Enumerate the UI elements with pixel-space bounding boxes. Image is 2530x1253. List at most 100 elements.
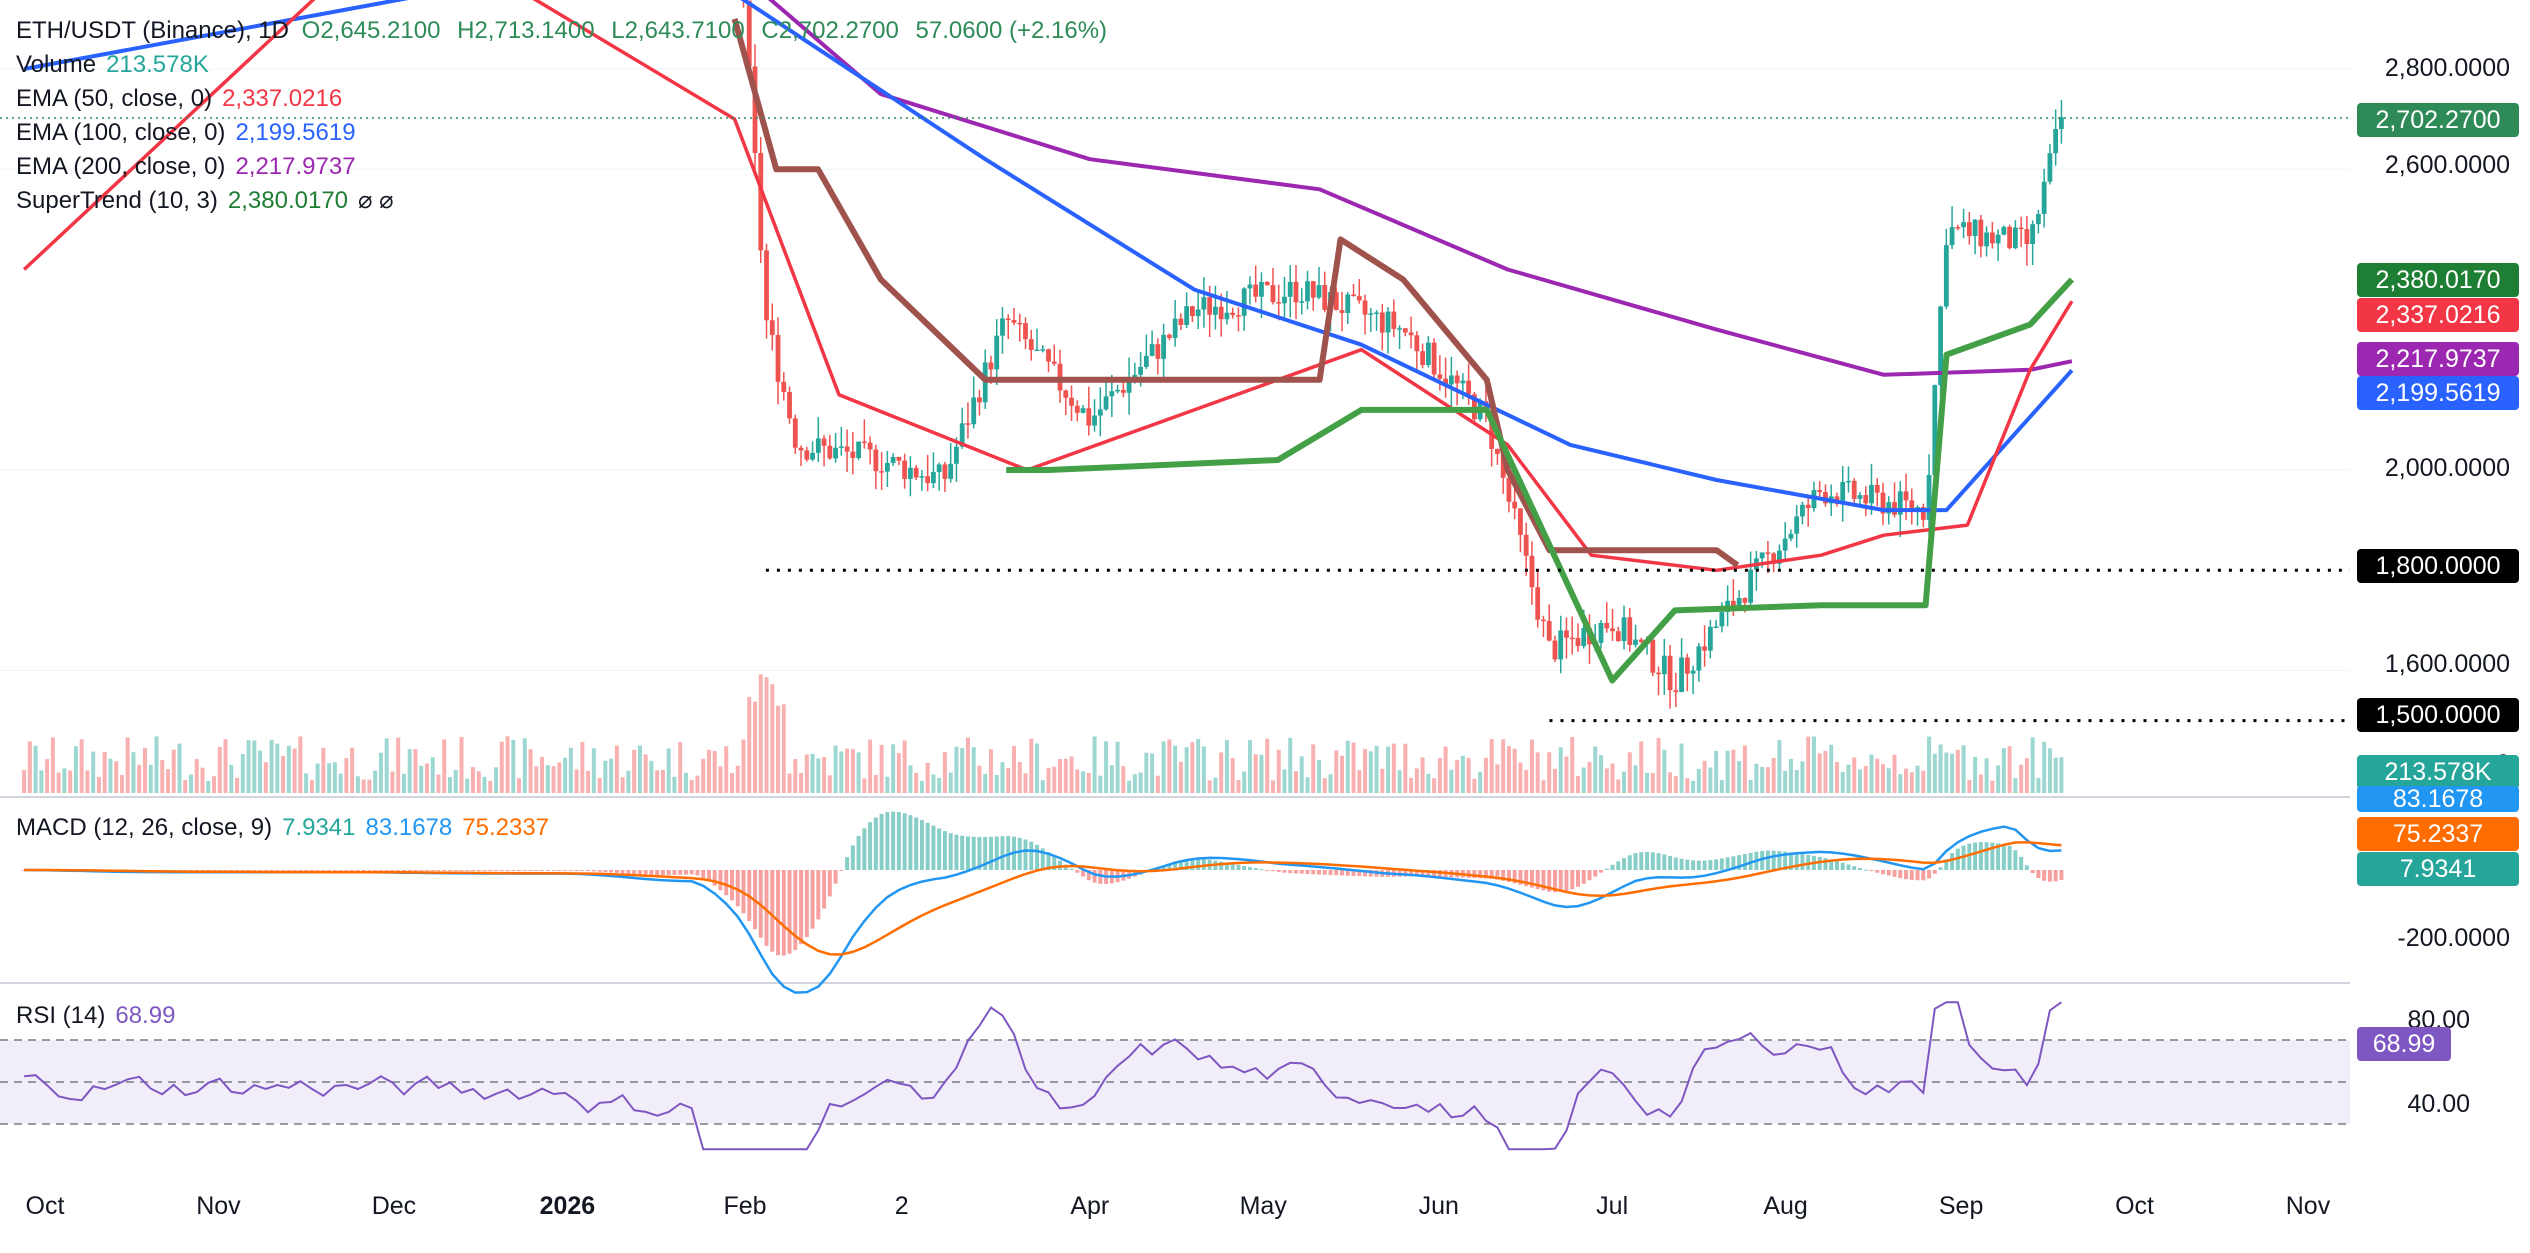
volume-bar <box>1932 753 1937 793</box>
macd-histogram-bar <box>1035 844 1040 870</box>
candle-body <box>1138 366 1143 375</box>
candle-body <box>1696 646 1702 671</box>
candle-body <box>1402 328 1408 333</box>
macd-histogram-bar <box>511 870 516 871</box>
macd-histogram-bar <box>948 833 953 870</box>
candle-body <box>1178 318 1184 325</box>
volume-bar <box>1524 769 1529 793</box>
volume-bar <box>1138 772 1143 793</box>
candle-body <box>1034 349 1040 352</box>
candle-body <box>1391 311 1397 329</box>
macd-histogram-bar <box>2030 870 2035 874</box>
macd-histogram-bar <box>1029 841 1034 870</box>
volume-bar <box>1719 780 1724 793</box>
macd-histogram-bar <box>292 870 297 871</box>
volume-bar <box>534 766 539 793</box>
macd-histogram-bar <box>931 825 936 870</box>
macd-histogram-bar <box>1086 870 1091 881</box>
candle-body <box>1650 639 1656 673</box>
macd-histogram-bar <box>810 870 815 929</box>
macd-histogram-bar <box>217 870 222 871</box>
macd-histogram-bar <box>632 870 637 874</box>
time-label-11: Sep <box>1938 1192 1984 1220</box>
macd-histogram-bar <box>660 870 665 876</box>
candle-body <box>1126 377 1132 393</box>
volume-bar <box>868 739 873 793</box>
rsi-legend[interactable]: RSI (14) 68.99 <box>16 999 185 1033</box>
volume-bar <box>258 750 263 793</box>
macd-histogram-bar <box>845 857 850 870</box>
legend-ema50[interactable]: EMA (50, close, 0) 2,337.0216 <box>16 82 1117 116</box>
volume-bar <box>1990 780 1995 793</box>
volume-bar <box>643 754 648 793</box>
volume-bar <box>79 739 84 793</box>
candle-body <box>827 445 833 459</box>
macd-histogram-bar <box>994 836 999 870</box>
high-label: H <box>457 17 475 44</box>
volume-bar <box>1317 760 1322 793</box>
volume-bar <box>1029 738 1034 793</box>
macd-histogram-bar <box>1552 870 1557 893</box>
macd-histogram-bar <box>735 870 740 907</box>
macd-histogram-bar <box>1357 870 1362 877</box>
candle-body <box>919 476 925 478</box>
candle-body <box>1788 533 1794 539</box>
volume-bar <box>102 751 107 793</box>
volume-bar <box>338 773 343 793</box>
candle-body <box>1661 655 1667 675</box>
supertrend-icons[interactable]: ⌀ ⌀ <box>358 187 394 214</box>
macd-histogram-bar <box>1270 870 1275 872</box>
volume-bar <box>1000 762 1005 793</box>
macd-histogram-bar <box>1881 870 1886 875</box>
volume-bar <box>148 764 153 793</box>
legend-supertrend[interactable]: SuperTrend (10, 3) 2,380.0170 ⌀ ⌀ <box>16 184 1117 218</box>
volume-bar <box>1702 760 1707 793</box>
macd-histogram-bar <box>482 870 487 871</box>
supertrend-value: 2,380.0170 <box>227 187 349 214</box>
price-tick-2800: 2,800.0000 <box>2384 54 2510 82</box>
legend-ema200[interactable]: EMA (200, close, 0) 2,217.9737 <box>16 150 1117 184</box>
volume-bar <box>1380 768 1385 793</box>
volume-bar <box>154 736 159 793</box>
candle-body <box>1253 284 1259 297</box>
volume-bar <box>119 775 124 793</box>
macd-histogram-bar <box>1633 853 1638 870</box>
volume-tag: 213.578K <box>2357 755 2519 789</box>
candle-body <box>787 392 792 419</box>
volume-bar <box>879 744 884 793</box>
ema50-label: EMA (50, close, 0) <box>16 85 213 112</box>
volume-bar <box>626 770 631 793</box>
macd-histogram-bar <box>1978 842 1983 870</box>
macd-histogram-bar <box>540 870 545 871</box>
candle-body <box>1869 484 1874 504</box>
volume-bar <box>776 705 781 793</box>
symbol-title[interactable]: ETH/USDT (Binance), 1D <box>16 17 289 44</box>
candle-body <box>896 456 902 461</box>
volume-bar <box>580 742 585 793</box>
volume-bar <box>1363 748 1368 793</box>
candle-body <box>1046 349 1051 362</box>
candle-body <box>936 464 942 473</box>
candle-body <box>1523 534 1529 556</box>
ema200-line <box>768 0 2073 377</box>
candle-body <box>925 476 931 484</box>
legend-volume[interactable]: Volume 213.578K <box>16 48 1117 82</box>
macd-histogram-bar <box>1742 853 1747 870</box>
macd-legend[interactable]: MACD (12, 26, close, 9) 7.9341 83.1678 75.2… <box>16 811 559 845</box>
macd-histogram-bar <box>868 822 873 870</box>
legend-ema100[interactable]: EMA (100, close, 0) 2,199.5619 <box>16 116 1117 150</box>
candle-body <box>1909 500 1915 512</box>
candle-body <box>746 0 752 67</box>
macd-histogram-bar <box>937 828 942 870</box>
volume-bar <box>1662 749 1667 793</box>
macd-histogram-bar <box>2042 870 2047 881</box>
volume-bar <box>1081 771 1086 793</box>
macd-histogram-bar <box>770 870 775 952</box>
volume-bar <box>988 749 993 793</box>
candle-body <box>1886 502 1892 514</box>
macd-histogram-bar <box>988 836 993 870</box>
candle-body <box>1259 281 1264 297</box>
candle-body <box>856 441 861 459</box>
volume-bar <box>361 779 366 793</box>
